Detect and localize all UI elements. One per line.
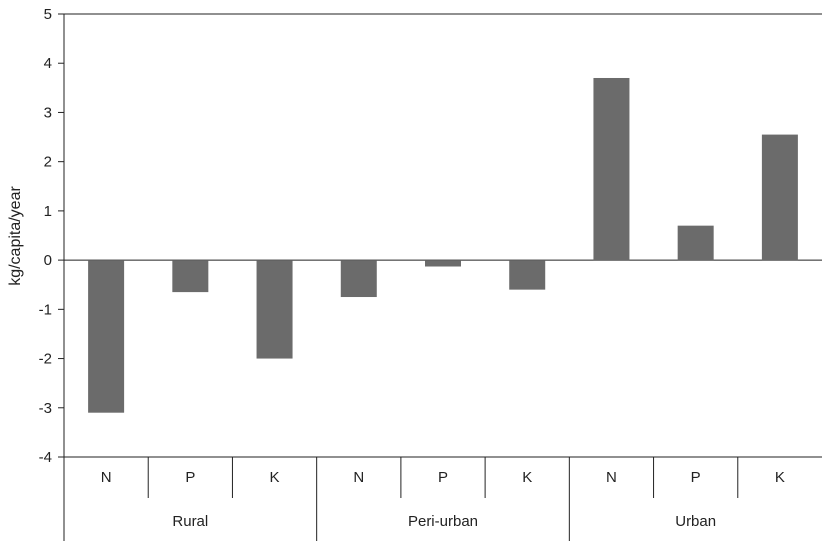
- category-label: P: [691, 469, 701, 486]
- category-label: P: [185, 469, 195, 486]
- y-tick-label: -1: [39, 301, 52, 318]
- category-label: K: [270, 469, 280, 486]
- y-tick-label: 0: [44, 252, 52, 269]
- group-label: Peri-urban: [408, 513, 478, 530]
- group-label: Urban: [675, 513, 716, 530]
- y-axis-title: kg/capita/year: [7, 186, 24, 286]
- x-axis: N P K Rural N P K Peri-urban N P K Urban: [63, 456, 822, 541]
- y-tick-label: -2: [39, 351, 52, 368]
- y-tick-label: 5: [44, 6, 52, 23]
- bars: [88, 77, 798, 413]
- y-tick-label: -4: [39, 449, 52, 466]
- y-tick-label: 2: [44, 154, 52, 171]
- y-tick-label: 3: [44, 104, 52, 121]
- bar-urban-n: [593, 77, 630, 261]
- bar-rural-k: [256, 260, 293, 359]
- category-label: N: [606, 469, 617, 486]
- bar-rural-n: [88, 260, 125, 413]
- bar-peri-urban-k: [509, 260, 546, 290]
- y-tick-label: -3: [39, 400, 52, 417]
- category-label: N: [101, 469, 112, 486]
- bar-peri-urban-p: [425, 260, 461, 267]
- bar-urban-k: [761, 134, 798, 261]
- category-label: K: [522, 469, 532, 486]
- bar-peri-urban-n: [340, 260, 377, 298]
- y-tick-label: 4: [44, 55, 52, 72]
- bar-urban-p: [677, 225, 714, 261]
- group-label: Rural: [172, 513, 208, 530]
- category-label: N: [353, 469, 364, 486]
- category-label: P: [438, 469, 448, 486]
- y-tick-label: 1: [44, 203, 52, 220]
- category-label: K: [775, 469, 785, 486]
- bar-rural-p: [172, 260, 209, 293]
